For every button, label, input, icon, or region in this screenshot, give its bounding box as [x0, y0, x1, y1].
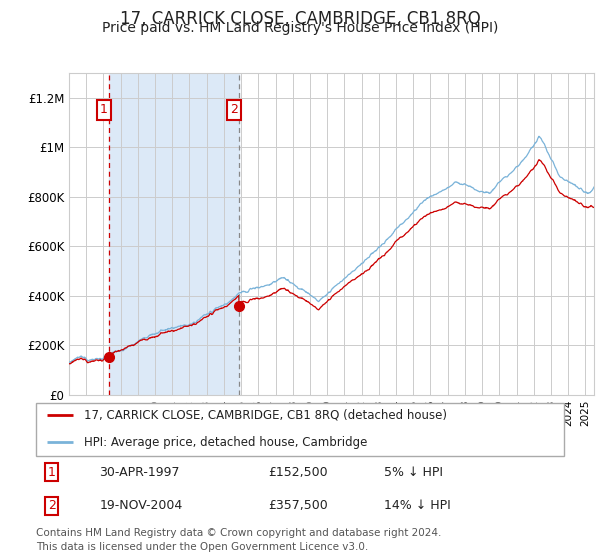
Text: 14% ↓ HPI: 14% ↓ HPI — [385, 499, 451, 512]
Text: 17, CARRICK CLOSE, CAMBRIDGE, CB1 8RQ (detached house): 17, CARRICK CLOSE, CAMBRIDGE, CB1 8RQ (d… — [83, 409, 446, 422]
Text: 1: 1 — [48, 465, 56, 479]
Text: £152,500: £152,500 — [268, 465, 328, 479]
Text: 5% ↓ HPI: 5% ↓ HPI — [385, 465, 443, 479]
Text: 2: 2 — [48, 499, 56, 512]
Bar — [109, 73, 239, 395]
Text: 19-NOV-2004: 19-NOV-2004 — [100, 499, 182, 512]
Text: 2: 2 — [230, 104, 238, 116]
Text: Price paid vs. HM Land Registry's House Price Index (HPI): Price paid vs. HM Land Registry's House … — [102, 21, 498, 35]
Text: £357,500: £357,500 — [268, 499, 328, 512]
FancyBboxPatch shape — [36, 403, 564, 456]
Text: 1: 1 — [100, 104, 108, 116]
Text: HPI: Average price, detached house, Cambridge: HPI: Average price, detached house, Camb… — [83, 436, 367, 449]
Text: 17, CARRICK CLOSE, CAMBRIDGE, CB1 8RQ: 17, CARRICK CLOSE, CAMBRIDGE, CB1 8RQ — [119, 10, 481, 27]
Text: Contains HM Land Registry data © Crown copyright and database right 2024.
This d: Contains HM Land Registry data © Crown c… — [36, 528, 442, 552]
Text: 30-APR-1997: 30-APR-1997 — [100, 465, 180, 479]
